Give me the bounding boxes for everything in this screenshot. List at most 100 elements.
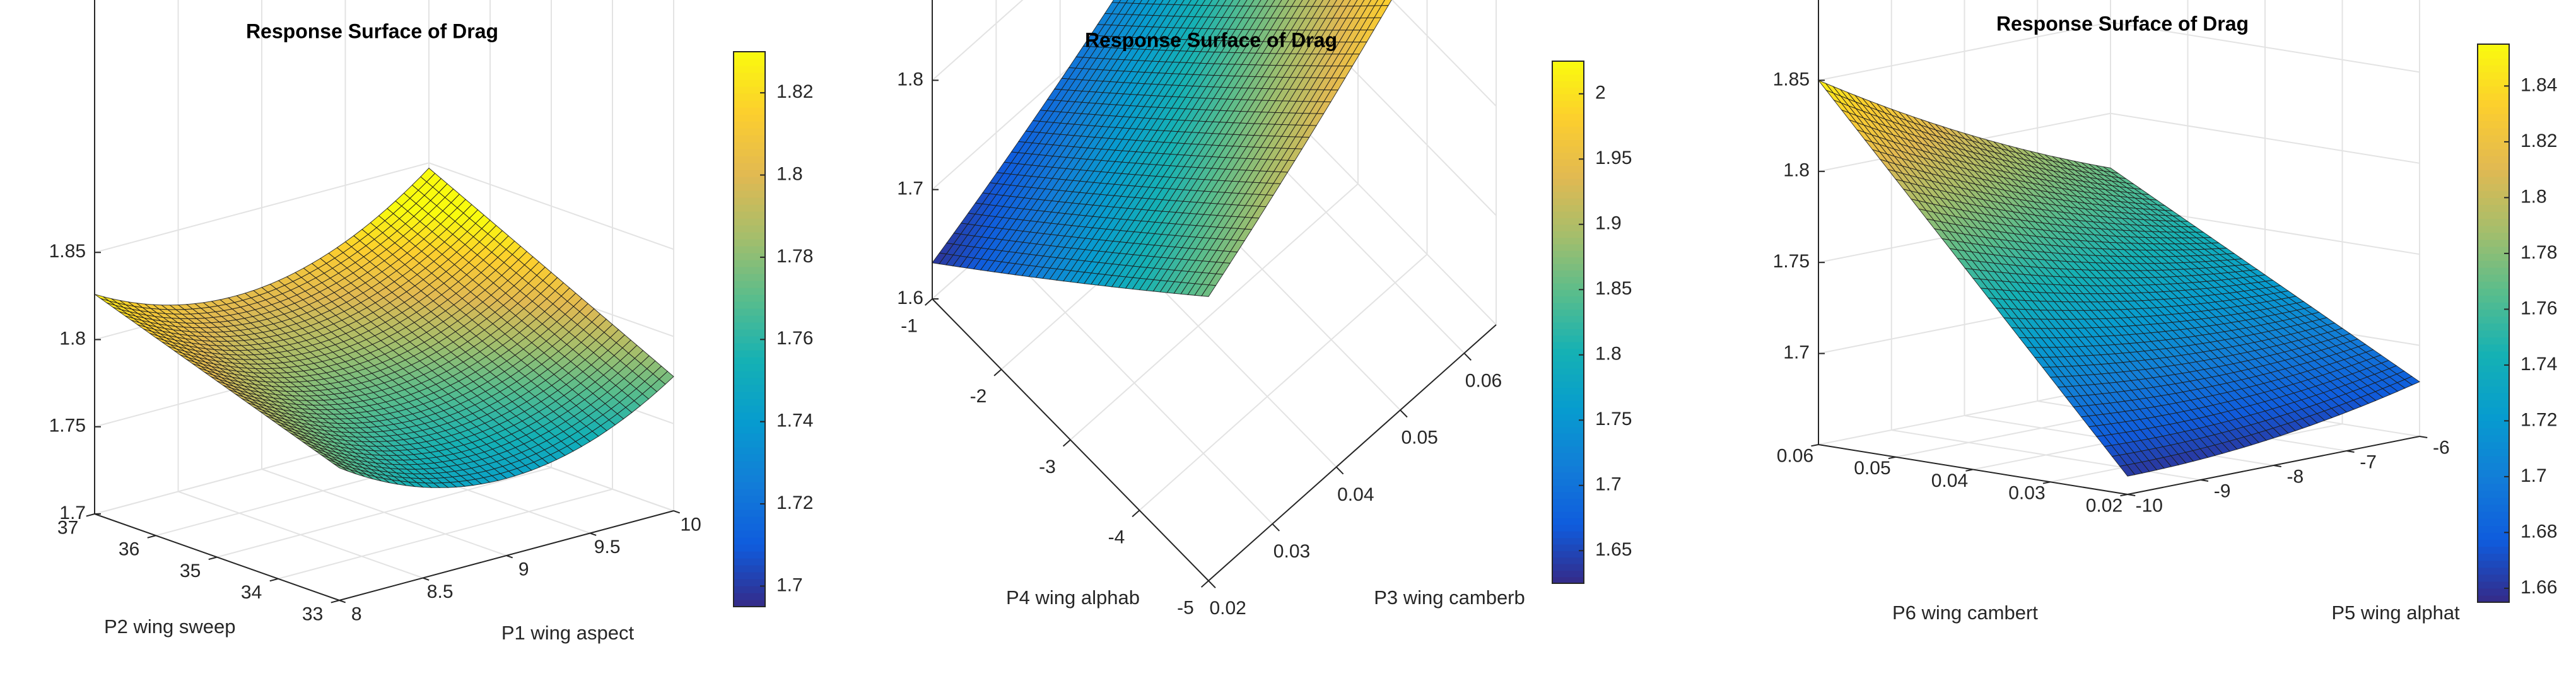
y-tick-label: 33	[302, 603, 323, 624]
colorbar-band	[1552, 531, 1584, 539]
x-tick-mark	[590, 532, 597, 536]
colorbar-band	[1552, 354, 1584, 362]
y-tick-label: 35	[180, 561, 201, 581]
x-tick-label: 8.5	[427, 581, 454, 602]
colorbar-band	[1552, 335, 1584, 342]
colorbar-band	[734, 558, 765, 566]
colorbar-tick-label: 1.8	[776, 163, 803, 184]
x-tick-mark	[1463, 353, 1472, 361]
x-tick-mark	[339, 600, 346, 603]
colorbar-band	[734, 142, 765, 149]
y-tick-mark	[1132, 510, 1140, 518]
colorbar-band	[734, 288, 765, 295]
colorbar-band	[1552, 302, 1584, 310]
colorbar-band	[734, 586, 765, 593]
colorbar-band	[734, 52, 765, 59]
x-tick-label: 0.03	[1273, 541, 1310, 562]
colorbar-band	[1552, 440, 1584, 447]
colorbar-band	[734, 600, 765, 607]
colorbar-band	[1552, 243, 1584, 251]
colorbar-band	[1552, 120, 1584, 127]
y-tick-mark	[86, 513, 95, 517]
colorbar-band	[734, 190, 765, 198]
y-tick-label: 37	[57, 517, 78, 538]
x-tick-label: 0.05	[1401, 428, 1437, 448]
x-tick-label: 0.02	[1209, 598, 1246, 619]
colorbar-band	[734, 364, 765, 371]
colorbar-band	[1552, 198, 1584, 206]
colorbar-band	[734, 371, 765, 378]
colorbar-band	[1552, 178, 1584, 186]
colorbar-band	[734, 315, 765, 323]
colorbar-band	[734, 128, 765, 136]
y-tick-label: 36	[119, 539, 139, 560]
y-tick-mark	[924, 298, 933, 306]
colorbar-tick-label: 1.7	[1595, 474, 1622, 495]
colorbar-band	[1552, 276, 1584, 284]
chart-panel-drag-p5-p6: -10-9-8-7-60.020.030.040.050.061.71.751.…	[1773, 0, 2557, 624]
colorbar-band	[734, 225, 765, 233]
colorbar-frame	[733, 51, 766, 607]
colorbar-band	[1552, 211, 1584, 218]
colorbar-band	[734, 239, 765, 247]
colorbar-band	[1552, 113, 1584, 120]
colorbar-tick-label: 1.72	[776, 492, 813, 513]
x-tick-label: 10	[680, 515, 701, 535]
colorbar-band	[1552, 87, 1584, 95]
colorbar-band	[734, 350, 765, 358]
y-tick-mark	[269, 578, 279, 582]
colorbar-band	[734, 163, 765, 170]
colorbar-band	[734, 447, 765, 455]
colorbar-band	[1552, 329, 1584, 336]
colorbar-band	[1552, 296, 1584, 303]
colorbar: 1.7 1.72 1.74 1.76 1.78 1.8 1.82	[733, 51, 813, 607]
tick-labels: 8 8.5 9 9.5 10 33 34 35 36 371.7 1.75 1.8 1.85	[49, 241, 701, 624]
colorbar-band	[1552, 544, 1584, 551]
colorbar-band	[734, 156, 765, 163]
colorbar-band	[734, 378, 765, 385]
colorbar-band	[734, 184, 765, 191]
colorbar-band	[1552, 537, 1584, 545]
colorbar-band	[1552, 433, 1584, 440]
x-tick-label: 8	[351, 604, 362, 625]
colorbar-band	[734, 121, 765, 129]
colorbar-band	[734, 551, 765, 559]
colorbar-band	[734, 530, 765, 538]
colorbar-band	[1552, 426, 1584, 434]
y-tick-mark	[993, 369, 1002, 376]
x-tick-mark	[1208, 580, 1216, 588]
colorbar-band	[734, 274, 765, 281]
y-tick-mark	[1200, 580, 1209, 588]
colorbar-band	[734, 135, 765, 143]
colorbar-tick-label: 1.74	[776, 411, 813, 431]
x-axis-label: P1 wing aspect	[501, 622, 635, 644]
surface	[94, 167, 674, 488]
y-tick-label: -5	[1177, 597, 1194, 618]
x-tick-label: 9	[518, 559, 529, 580]
colorbar-band	[734, 496, 765, 503]
colorbar-band	[734, 385, 765, 392]
colorbar-band	[1552, 465, 1584, 473]
colorbar-band	[1552, 67, 1584, 75]
colorbar-band	[734, 503, 765, 510]
colorbar-tick-label: 1.75	[1595, 409, 1632, 429]
y-axis-label: P4 wing alphab	[1006, 586, 1140, 609]
colorbar-tick-label: 1.76	[776, 328, 813, 349]
colorbar-band	[1552, 524, 1584, 532]
colorbar-tick-label: 1.9	[1595, 213, 1622, 234]
colorbar-band	[1552, 368, 1584, 375]
colorbar-band	[1552, 393, 1584, 401]
colorbar-band	[1552, 413, 1584, 421]
colorbar-band	[1552, 100, 1584, 108]
colorbar-band	[1552, 172, 1584, 179]
grid-y-floor-line	[1139, 254, 1428, 511]
colorbar-band	[734, 482, 765, 489]
grid-y-floor-line	[216, 467, 552, 558]
x-tick-mark	[423, 577, 430, 581]
colorbar-band	[1552, 61, 1584, 68]
colorbar-band	[734, 149, 765, 156]
colorbar-band	[1552, 570, 1584, 578]
colorbar-band	[1552, 192, 1584, 199]
y-tick-label: -2	[970, 386, 987, 407]
colorbar-band	[734, 267, 765, 274]
